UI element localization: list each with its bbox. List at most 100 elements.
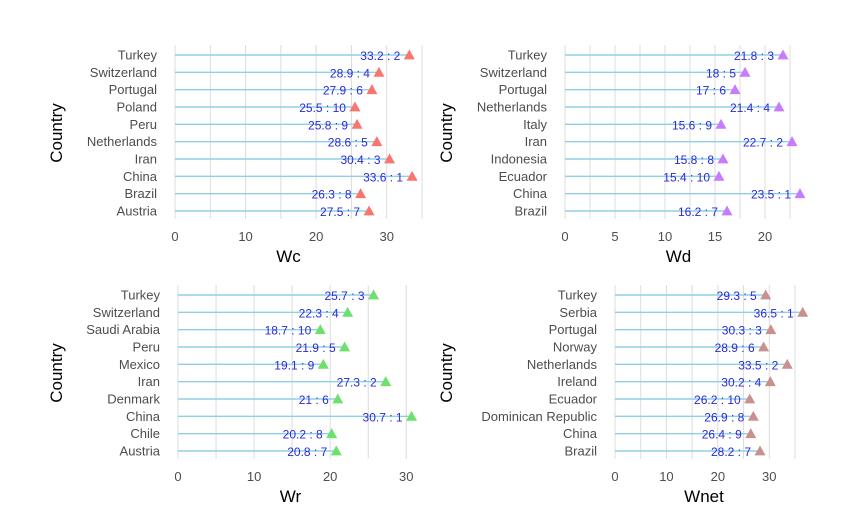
data-label: 25.5 : 10: [299, 101, 346, 115]
data-label: 21 : 6: [299, 393, 329, 407]
data-label: 30.2 : 4: [721, 376, 761, 390]
category-label: Turkey: [558, 288, 598, 303]
data-label: 26.4 : 9: [702, 428, 742, 442]
data-label: 26.2 : 10: [694, 393, 741, 407]
category-label: Portugal: [549, 322, 598, 337]
category-label: Ecuador: [549, 392, 598, 407]
data-label: 19.1 : 9: [274, 358, 314, 372]
category-label: Brazil: [124, 186, 157, 201]
triangle-marker: [745, 428, 757, 439]
category-label: Chile: [130, 426, 160, 441]
data-label: 15.8 : 8: [674, 153, 714, 167]
category-label: Switzerland: [480, 65, 547, 80]
triangle-marker: [760, 289, 772, 300]
x-tick-label: 30: [399, 469, 413, 484]
triangle-marker: [363, 205, 375, 216]
x-tick-label: 0: [174, 469, 181, 484]
triangle-marker: [781, 358, 793, 369]
data-label: 17 : 6: [696, 84, 726, 98]
data-label: 28.9 : 4: [330, 66, 370, 80]
triangle-marker: [380, 376, 392, 387]
category-label: Iran: [138, 374, 160, 389]
data-label: 27.3 : 2: [337, 376, 377, 390]
category-label: Turkey: [508, 48, 548, 63]
triangle-marker: [754, 445, 766, 456]
data-label: 18.7 : 10: [265, 324, 312, 338]
category-label: Ireland: [557, 374, 597, 389]
data-label: 28.9 : 6: [715, 341, 755, 355]
category-label: Iran: [525, 134, 547, 149]
data-label: 30.4 : 3: [341, 153, 381, 167]
x-axis-title: Wd: [666, 247, 692, 266]
category-label: Poland: [117, 100, 157, 115]
category-label: Italy: [523, 117, 547, 132]
triangle-marker: [744, 393, 756, 404]
triangle-marker: [739, 66, 751, 77]
category-label: Serbia: [559, 305, 597, 320]
triangle-marker: [797, 306, 809, 317]
x-axis-title: Wc: [276, 247, 301, 266]
y-axis-title: Country: [47, 103, 66, 163]
category-label: Switzerland: [90, 65, 157, 80]
category-label: Portugal: [499, 82, 548, 97]
x-tick-label: 10: [658, 229, 672, 244]
triangle-marker: [715, 118, 727, 129]
category-label: Netherlands: [527, 357, 598, 372]
category-label: Peru: [130, 117, 157, 132]
category-label: China: [563, 426, 598, 441]
category-label: China: [126, 409, 161, 424]
triangle-marker: [371, 136, 383, 147]
data-label: 27.9 : 6: [323, 84, 363, 98]
triangle-marker: [332, 393, 344, 404]
triangle-marker: [339, 341, 351, 352]
category-label: Portugal: [109, 82, 158, 97]
category-label: Netherlands: [87, 134, 158, 149]
x-tick-label: 0: [561, 229, 568, 244]
data-label: 28.2 : 7: [711, 445, 751, 459]
category-label: China: [123, 169, 158, 184]
data-label: 28.6 : 5: [328, 136, 368, 150]
x-axis-title: Wr: [280, 487, 302, 506]
triangle-marker: [326, 428, 338, 439]
triangle-marker: [721, 205, 733, 216]
category-label: Iran: [135, 152, 157, 167]
data-label: 22.3 : 4: [299, 306, 339, 320]
data-label: 25.8 : 9: [308, 118, 348, 132]
triangle-marker: [406, 410, 418, 421]
panel-wr: 0 10 20 30 Turkey 25.7 : 3 Switzerland 22.3 : 4…: [47, 285, 418, 506]
triangle-marker: [349, 101, 361, 112]
category-label: Indonesia: [491, 152, 548, 167]
x-tick-label: 20: [323, 469, 337, 484]
triangle-marker: [368, 289, 380, 300]
data-label: 33.5 : 2: [738, 358, 778, 372]
data-label: 26.9 : 8: [704, 410, 744, 424]
data-label: 15.4 : 10: [663, 170, 710, 184]
data-label: 29.3 : 5: [717, 289, 757, 303]
data-label: 22.7 : 2: [743, 136, 783, 150]
data-label: 30.7 : 1: [363, 410, 403, 424]
data-label: 21.8 : 3: [734, 49, 774, 63]
category-label: Austria: [120, 444, 161, 459]
triangle-marker: [406, 170, 418, 181]
x-tick-label: 20: [711, 469, 725, 484]
triangle-marker: [758, 341, 770, 352]
triangle-marker: [765, 324, 777, 335]
category-label: Turkey: [118, 48, 158, 63]
x-tick-label: 10: [659, 469, 673, 484]
panel-wnet: 0 10 20 30 Turkey 29.3 : 5 Serbia 36.5 : 1 Portu…: [437, 285, 809, 506]
y-axis-title: Country: [437, 343, 456, 403]
triangle-marker: [314, 324, 326, 335]
data-label: 27.5 : 7: [320, 205, 360, 219]
triangle-marker: [713, 170, 725, 181]
data-label: 21.9 : 5: [296, 341, 336, 355]
triangle-marker: [786, 136, 798, 147]
category-label: Switzerland: [93, 305, 160, 320]
data-label: 16.2 : 7: [678, 205, 718, 219]
triangle-marker: [764, 376, 776, 387]
category-label: Ecuador: [499, 169, 548, 184]
category-label: Norway: [553, 340, 598, 355]
triangle-marker: [794, 188, 806, 199]
data-label: 20.8 : 7: [287, 445, 327, 459]
data-label: 36.5 : 1: [754, 306, 794, 320]
